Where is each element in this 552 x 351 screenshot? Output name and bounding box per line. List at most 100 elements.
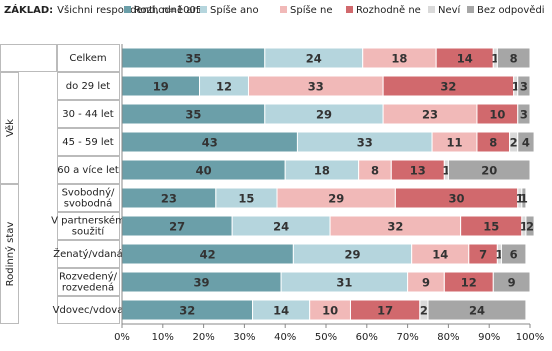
value-label: 8 [510, 52, 518, 66]
legend-label: Rozhodně ano [134, 4, 205, 16]
legend-swatch [467, 6, 474, 13]
value-label: 33 [308, 80, 324, 94]
group-label: Rodinný stav [4, 222, 16, 287]
value-label: 12 [461, 276, 477, 290]
value-label: 11 [447, 136, 463, 150]
row-label-box [57, 128, 120, 156]
row-label-box [57, 156, 120, 184]
value-label: 2 [420, 304, 428, 318]
legend-label: Neví [438, 4, 462, 16]
value-label: 17 [377, 304, 393, 318]
category-label: 30 - 44 let [62, 109, 114, 120]
value-label: 14 [457, 52, 473, 66]
row-label-box [0, 44, 57, 72]
value-label: 13 [410, 164, 426, 178]
value-label: 15 [483, 220, 499, 234]
x-tick-label: 80% [437, 332, 459, 343]
value-label: 20 [481, 164, 497, 178]
bar-segment [500, 243, 527, 265]
category-label: Ženatý/vdaná [53, 247, 123, 260]
bar-segment [517, 75, 531, 97]
category-line: 60 a více let [57, 164, 119, 176]
value-label: 8 [489, 136, 497, 150]
bar-segment [517, 131, 535, 153]
x-tick-label: 30% [233, 332, 255, 343]
value-label: 23 [161, 192, 177, 206]
category-line: Ženatý/vdaná [53, 247, 123, 260]
value-label: 19 [153, 80, 169, 94]
category-label: Svobodný/svobodná [62, 187, 115, 210]
bar-segment [521, 187, 527, 209]
value-label: 24 [469, 304, 485, 318]
group-box [0, 72, 19, 184]
value-label: 39 [194, 276, 210, 290]
category-line: V partnerském [51, 215, 125, 227]
value-label: 33 [357, 136, 373, 150]
row-label-box [57, 296, 120, 324]
x-tick-label: 50% [315, 332, 337, 343]
legend-label: Rozhodně ne [356, 4, 421, 16]
value-label: 1 [520, 220, 528, 234]
value-label: 32 [179, 304, 195, 318]
value-label: 27 [169, 220, 185, 234]
value-label: 24 [273, 220, 289, 234]
category-line: soužití [72, 226, 106, 238]
category-label: do 29 let [66, 81, 110, 92]
legend-swatch [124, 6, 131, 13]
value-label: 12 [216, 80, 232, 94]
category-line: Vdovec/vdova [53, 305, 124, 316]
value-label: 42 [200, 248, 216, 262]
value-label: 35 [185, 108, 201, 122]
legend-label: Spíše ano [210, 4, 259, 16]
x-tick-label: 20% [192, 332, 214, 343]
x-tick-label: 10% [152, 332, 174, 343]
category-line: Celkem [69, 53, 106, 64]
value-label: 2 [510, 136, 518, 150]
bar-segment [525, 215, 535, 237]
group-box [0, 184, 19, 324]
value-label: 10 [322, 304, 338, 318]
value-label: 9 [422, 276, 430, 290]
value-label: 1 [442, 164, 450, 178]
category-label: Rozvedený/rozvedená [59, 271, 118, 294]
value-label: 23 [422, 108, 438, 122]
x-tick-label: 40% [274, 332, 296, 343]
value-label: 29 [345, 248, 361, 262]
row-label-box [57, 240, 120, 268]
value-label: 3 [520, 80, 528, 94]
x-tick-label: 70% [396, 332, 418, 343]
category-label: 60 a více let [57, 164, 119, 176]
value-label: 18 [391, 52, 407, 66]
value-label: 32 [387, 220, 403, 234]
value-label: 1 [495, 248, 503, 262]
row-label-box [57, 44, 120, 72]
category-label: V partnerském soužití [51, 215, 125, 238]
value-label: 8 [371, 164, 379, 178]
category-line: rozvedená [62, 282, 114, 294]
x-tick-label: 100% [516, 332, 545, 343]
value-label: 7 [479, 248, 487, 262]
value-label: 40 [196, 164, 212, 178]
group-label: Věk [4, 119, 16, 137]
category-label: Celkem [69, 53, 106, 64]
bar-segment [447, 159, 531, 181]
bar-segment [496, 47, 531, 69]
category-line: 45 - 59 let [62, 137, 114, 148]
category-line: do 29 let [66, 81, 110, 92]
x-tick-label: 0% [114, 332, 130, 343]
value-label: 1 [516, 192, 524, 206]
category-line: svobodná [64, 198, 113, 210]
legend-swatch [428, 6, 435, 13]
legend-swatch [200, 6, 207, 13]
row-label-box [57, 184, 120, 212]
value-label: 18 [314, 164, 330, 178]
category-label: 45 - 59 let [62, 137, 114, 148]
row-label-box [57, 72, 120, 100]
category-line: 30 - 44 let [62, 109, 114, 120]
bar-segment [427, 299, 527, 321]
legend-label: Spíše ne [290, 4, 333, 16]
bar-segment [492, 271, 531, 293]
value-label: 30 [449, 192, 465, 206]
value-label: 9 [508, 276, 516, 290]
